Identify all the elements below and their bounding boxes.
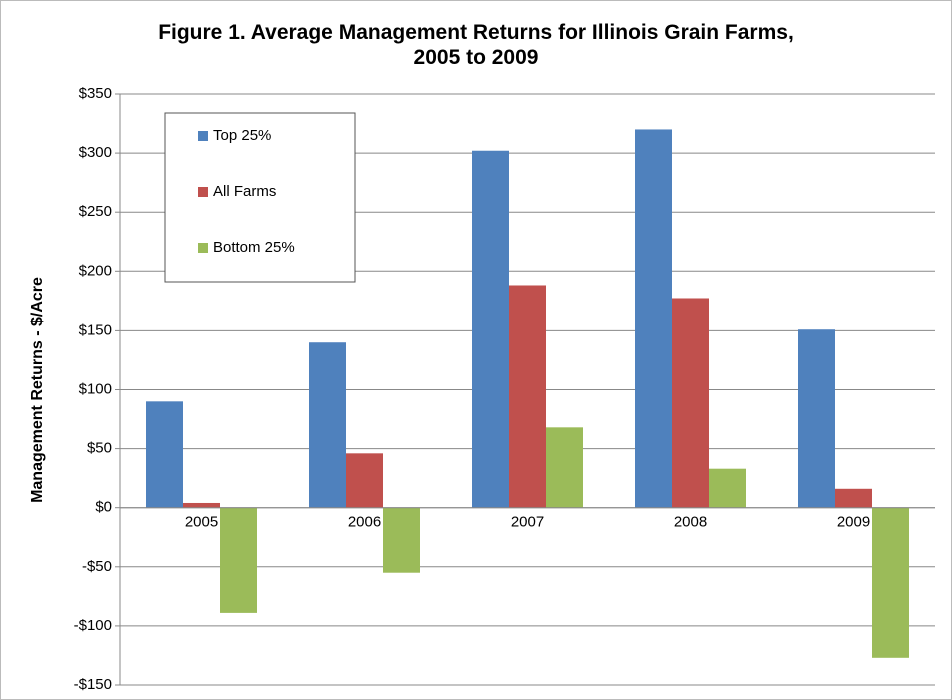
- y-tick-label: -$150: [74, 676, 112, 693]
- bar: [383, 507, 420, 573]
- y-tick-label: $200: [79, 262, 112, 279]
- bar: [309, 342, 346, 508]
- y-tick-label: -$100: [74, 617, 112, 634]
- y-tick-label: -$50: [82, 558, 112, 575]
- bar: [509, 285, 546, 508]
- legend-swatch: [198, 131, 208, 141]
- y-tick-label: $50: [87, 440, 112, 457]
- bar: [472, 150, 509, 508]
- legend-swatch: [198, 187, 208, 197]
- bar: [709, 468, 746, 508]
- y-tick-label: $100: [79, 380, 112, 397]
- bar: [635, 129, 672, 508]
- y-tick-label: $150: [79, 321, 112, 338]
- y-tick-label: $250: [79, 203, 112, 220]
- bar: [183, 502, 220, 508]
- bar: [872, 507, 909, 658]
- chart-title: Figure 1. Average Management Returns for…: [158, 21, 794, 69]
- bar: [146, 401, 183, 508]
- x-tick-label: 2008: [674, 514, 707, 531]
- legend-label: Top 25%: [213, 127, 271, 144]
- legend-box: [164, 112, 356, 283]
- legend-swatch: [198, 243, 208, 253]
- legend-label: Bottom 25%: [213, 239, 295, 256]
- y-axis-label: Management Returns - $/Acre: [29, 277, 46, 503]
- x-tick-label: 2005: [185, 514, 218, 531]
- bar: [346, 453, 383, 508]
- y-tick-label: $350: [79, 85, 112, 102]
- x-tick-label: 2009: [837, 514, 870, 531]
- bar: [672, 298, 709, 508]
- x-tick-label: 2007: [511, 514, 544, 531]
- bar: [835, 488, 872, 508]
- y-tick-label: $300: [79, 144, 112, 161]
- bar: [546, 427, 583, 508]
- x-tick-label: 2006: [348, 514, 381, 531]
- y-tick-label: $0: [95, 499, 112, 516]
- bar: [220, 507, 257, 613]
- bar: [798, 329, 835, 508]
- legend-label: All Farms: [213, 183, 276, 200]
